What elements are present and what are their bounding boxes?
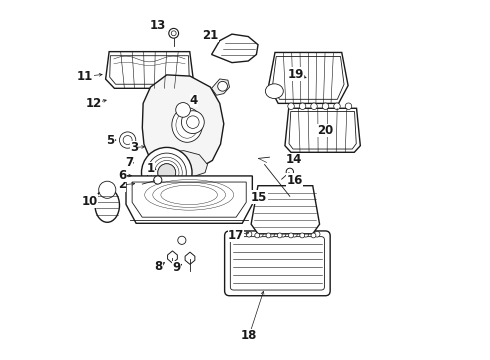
Circle shape [178,236,186,244]
Polygon shape [269,53,348,103]
Text: 18: 18 [241,329,257,342]
Text: 6: 6 [119,168,127,181]
Text: 9: 9 [172,261,181,274]
Circle shape [334,103,340,109]
Polygon shape [212,79,229,95]
Text: 4: 4 [190,94,198,107]
Text: 19: 19 [288,68,304,81]
Circle shape [288,103,294,109]
Circle shape [303,231,309,237]
Circle shape [218,81,227,91]
Circle shape [246,231,252,237]
Circle shape [289,233,294,238]
Polygon shape [126,176,252,223]
Circle shape [255,233,260,238]
Circle shape [98,181,116,198]
Circle shape [322,103,329,109]
Circle shape [142,147,192,198]
Text: 5: 5 [106,134,115,147]
Text: 2: 2 [118,179,126,192]
Circle shape [176,103,191,117]
Circle shape [311,233,316,238]
Polygon shape [185,252,195,264]
Circle shape [269,231,274,237]
Ellipse shape [266,84,283,99]
Text: 3: 3 [130,141,138,154]
Circle shape [235,231,241,237]
Circle shape [299,103,306,109]
Text: 1: 1 [147,162,154,175]
Text: 7: 7 [125,156,133,170]
Circle shape [286,168,294,176]
Circle shape [154,176,162,184]
Text: 20: 20 [318,124,334,137]
Circle shape [120,132,136,148]
Text: 17: 17 [228,229,244,242]
Polygon shape [168,251,177,263]
Ellipse shape [95,188,120,222]
Text: 10: 10 [81,195,98,208]
Text: 12: 12 [85,97,101,110]
Polygon shape [285,108,360,152]
FancyBboxPatch shape [224,231,330,296]
Polygon shape [154,150,207,177]
Text: 14: 14 [286,153,302,166]
Circle shape [345,103,352,109]
Polygon shape [142,75,224,173]
Polygon shape [106,51,193,88]
Circle shape [311,103,318,109]
Circle shape [169,28,178,38]
Circle shape [266,233,271,238]
Text: 15: 15 [251,190,268,204]
Circle shape [258,231,263,237]
Text: 13: 13 [149,19,166,32]
Circle shape [300,233,305,238]
Text: 11: 11 [77,70,94,83]
Ellipse shape [172,108,202,142]
Text: 16: 16 [287,174,303,186]
Circle shape [314,231,320,237]
Circle shape [277,233,282,238]
Text: 21: 21 [202,29,219,42]
Circle shape [158,164,176,182]
Circle shape [292,231,297,237]
Polygon shape [212,34,258,63]
Circle shape [280,231,286,237]
Circle shape [181,111,204,134]
Text: 8: 8 [154,260,163,273]
Polygon shape [251,186,319,234]
